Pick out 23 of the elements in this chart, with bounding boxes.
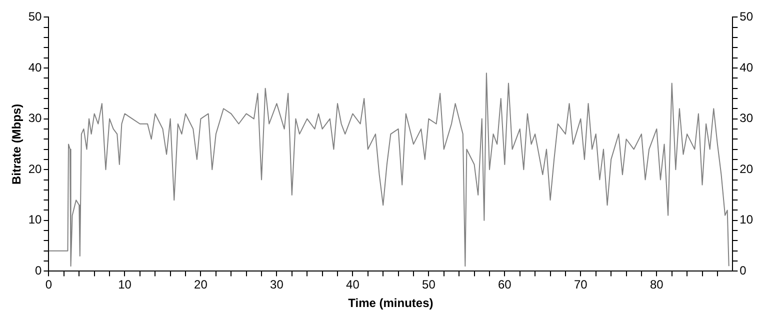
y-tick-label: 10 — [28, 212, 42, 227]
y2-tick-label: 20 — [740, 162, 754, 176]
y-tick-label: 30 — [28, 111, 42, 126]
x-tick-label: 80 — [650, 278, 664, 292]
x-tick-label: 20 — [194, 278, 208, 292]
x-tick-label: 50 — [422, 278, 436, 292]
y2-tick-label: 0 — [740, 264, 747, 278]
y2-tick-label: 40 — [740, 60, 754, 74]
y-tick-label: 0 — [35, 264, 42, 278]
x-tick-label: 10 — [118, 278, 132, 292]
y2-tick-label: 10 — [740, 212, 754, 227]
y-axis-title: Bitrate (Mbps) — [10, 104, 24, 185]
y-tick-label: 20 — [28, 162, 42, 176]
x-tick-label: 70 — [574, 278, 588, 292]
y-tick-label: 40 — [28, 60, 42, 74]
x-tick-label: 40 — [346, 278, 360, 292]
y-tick-label: 50 — [28, 10, 42, 24]
x-axis-title: Time (minutes) — [348, 296, 434, 310]
x-tick-label: 0 — [45, 278, 52, 292]
y2-tick-label: 30 — [740, 111, 754, 126]
x-tick-label: 60 — [498, 278, 512, 292]
x-tick-label: 30 — [270, 278, 284, 292]
y2-tick-label: 50 — [740, 10, 754, 24]
